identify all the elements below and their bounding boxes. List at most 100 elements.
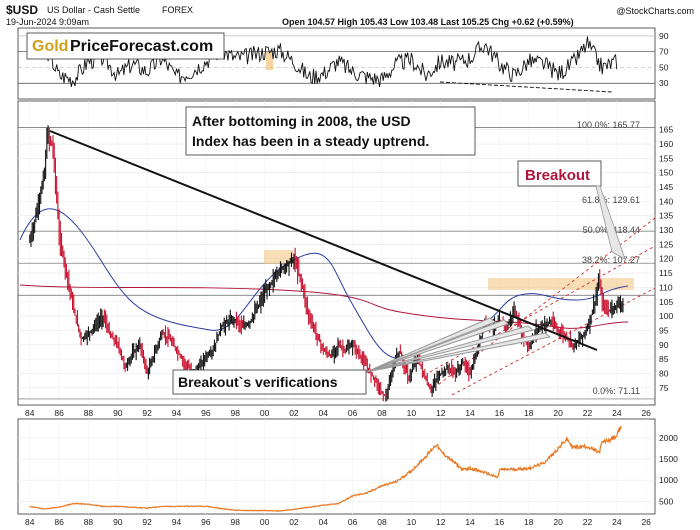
gold-x-tick: 20 <box>553 517 563 527</box>
rsi-tick-labels: 90 70 50 30 <box>659 31 669 88</box>
price-x-tick: 90 <box>113 408 123 418</box>
gold-x-tick: 90 <box>113 517 123 527</box>
moving-average-short <box>19 208 629 359</box>
gold-x-tick: 06 <box>348 517 358 527</box>
gold-x-tick: 84 <box>25 517 35 527</box>
price-x-tick: 14 <box>465 408 475 418</box>
fib-label-618: 61.8%: 129.61 <box>582 195 640 205</box>
price-tick-label: 85 <box>659 354 669 364</box>
price-x-tick: 10 <box>407 408 417 418</box>
gold-tick-label: 1500 <box>659 454 678 464</box>
price-tick-label: 155 <box>659 153 673 163</box>
uptrend-note-line2: Index has been in a steady uptrend. <box>192 133 429 149</box>
watermark: @StockCharts.com <box>616 6 694 16</box>
instrument-name: US Dollar - Cash Settle <box>47 5 140 15</box>
gold-panel <box>17 418 656 515</box>
gold-x-axis: 84 86 88 90 92 94 96 98 00 02 04 06 08 10 12 14 16 18 20 22… <box>25 517 651 527</box>
breakout-label: Breakout <box>525 167 590 184</box>
gold-x-tick: 26 <box>641 517 651 527</box>
price-x-axis: 84 86 88 90 92 94 96 98 00 02 04 06 08 10 12 14 16 18 20 22… <box>25 408 651 418</box>
rsi-highlight <box>266 52 273 70</box>
breakout-pointer <box>595 185 626 260</box>
fib-label-0: 0.0%: 71.11 <box>593 386 640 396</box>
gold-x-tick: 18 <box>524 517 534 527</box>
gold-x-tick: 24 <box>612 517 622 527</box>
logo-text: PriceForecast.com <box>70 38 213 55</box>
symbol: $USD <box>6 3 38 17</box>
price-tick-label: 95 <box>659 325 669 335</box>
channel-lower <box>451 287 656 396</box>
price-tick-label: 80 <box>659 368 669 378</box>
moving-average-long <box>19 284 629 329</box>
rsi-tick-label: 50 <box>659 62 669 72</box>
gold-x-tick: 10 <box>407 517 417 527</box>
price-tick-label: 130 <box>659 225 673 235</box>
verifications-label: Breakout`s verifications <box>178 374 338 390</box>
price-x-tick: 86 <box>54 408 64 418</box>
price-x-tick: 96 <box>201 408 211 418</box>
uptrend-note-line1: After bottoming in 2008, the USD <box>192 113 411 129</box>
price-tick-label: 90 <box>659 340 669 350</box>
gold-x-tick: 08 <box>377 517 387 527</box>
rsi-tick-label: 70 <box>659 47 669 57</box>
chart-date: 19-Jun-2024 9:09am <box>6 17 89 27</box>
channel-upper <box>433 217 656 389</box>
uptrend-note-box <box>185 106 476 156</box>
gold-tick-label: 1000 <box>659 475 678 485</box>
price-tick-label: 105 <box>659 297 673 307</box>
price-x-tick: 24 <box>612 408 622 418</box>
quote-line: Open 104.57 High 105.43 Low 103.48 Last … <box>282 17 574 27</box>
price-x-tick: 88 <box>84 408 94 418</box>
gold-x-tick: 02 <box>289 517 299 527</box>
gold-x-tick: 22 <box>583 517 593 527</box>
price-tick-label: 165 <box>659 125 673 135</box>
price-tick-label: 160 <box>659 139 673 149</box>
gold-grid <box>18 419 655 514</box>
gold-tick-labels: 2000 1500 1000 500 <box>659 433 678 506</box>
gold-x-tick: 16 <box>495 517 505 527</box>
gold-x-tick: 04 <box>319 517 329 527</box>
gold-x-tick: 98 <box>230 517 240 527</box>
price-x-tick: 94 <box>172 408 182 418</box>
verification-pointers <box>365 317 552 373</box>
price-x-tick: 20 <box>553 408 563 418</box>
gold-x-tick: 92 <box>142 517 152 527</box>
rsi-tick-label: 30 <box>659 78 669 88</box>
gold-x-tick: 94 <box>172 517 182 527</box>
price-tick-label: 150 <box>659 168 673 178</box>
gold-tick-label: 500 <box>659 496 673 506</box>
price-x-tick: 02 <box>289 408 299 418</box>
logo-box <box>26 32 225 60</box>
fib-label-100: 100.0%: 165.77 <box>577 120 640 130</box>
rsi-tick-label: 90 <box>659 31 669 41</box>
fib-label-382: 38.2%: 107.27 <box>582 255 640 265</box>
rsi-divergence-line <box>439 81 613 93</box>
price-tick-label: 135 <box>659 211 673 221</box>
price-x-tick: 18 <box>524 408 534 418</box>
verifications-box <box>172 369 367 395</box>
support-zone-2015-2024 <box>488 278 634 290</box>
gold-x-tick: 12 <box>436 517 446 527</box>
gold-price-line <box>29 425 622 513</box>
price-x-tick: 12 <box>436 408 446 418</box>
price-x-tick: 98 <box>230 408 240 418</box>
price-tick-label: 140 <box>659 196 673 206</box>
gold-x-tick: 14 <box>465 517 475 527</box>
price-x-tick: 06 <box>348 408 358 418</box>
price-tick-label: 145 <box>659 182 673 192</box>
gold-tick-label: 2000 <box>659 433 678 443</box>
price-tick-label: 115 <box>659 268 673 278</box>
long-term-resistance-line <box>49 130 598 351</box>
rsi-line <box>29 36 618 88</box>
price-x-tick: 04 <box>319 408 329 418</box>
price-x-tick: 08 <box>377 408 387 418</box>
price-x-tick: 26 <box>641 408 651 418</box>
price-tick-labels: 165 160 155 150 145 140 135 130 125 120 115 110 105 1… <box>659 125 673 393</box>
price-tick-label: 75 <box>659 383 669 393</box>
logo-gold: Gold <box>32 38 68 55</box>
price-tick-label: 125 <box>659 239 673 249</box>
price-x-tick: 22 <box>583 408 593 418</box>
price-tick-label: 110 <box>659 282 673 292</box>
gold-x-tick: 00 <box>260 517 270 527</box>
